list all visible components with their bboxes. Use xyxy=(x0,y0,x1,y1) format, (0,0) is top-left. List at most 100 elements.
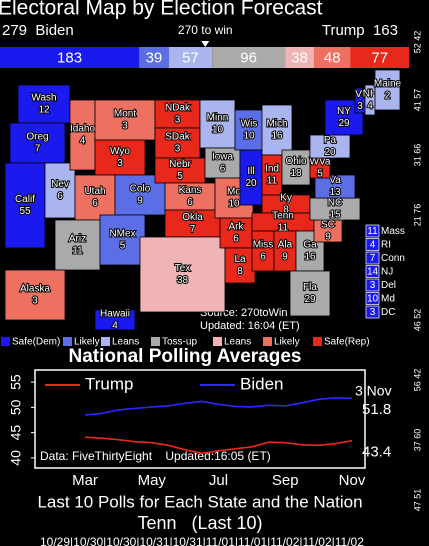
tally-segment xyxy=(168,47,213,68)
state xyxy=(154,99,201,129)
state-ev: 5 xyxy=(177,171,183,182)
state-name: Calif xyxy=(15,194,35,205)
side-label: 31 66 xyxy=(412,144,422,167)
tally-segment xyxy=(0,47,140,68)
tally-segment xyxy=(212,47,286,68)
state-ev: 6 xyxy=(57,191,63,202)
state-ev: 10 xyxy=(228,199,240,210)
legend-label: Leans xyxy=(112,337,139,348)
state-ev: 9 xyxy=(137,196,143,207)
state-ev: 7 xyxy=(190,224,196,235)
side-label: 47 51 xyxy=(412,489,422,512)
state-ev: 6 xyxy=(260,252,266,263)
state-ev: 7 xyxy=(35,144,41,155)
threshold-marker xyxy=(201,41,210,47)
poll-title: National Polling Averages xyxy=(69,346,302,367)
small-state-name: Mass xyxy=(381,226,405,237)
threshold-label: 270 to win xyxy=(178,23,233,37)
state-ev: 29 xyxy=(304,294,316,305)
small-state-name: DC xyxy=(381,307,395,318)
tally-segment xyxy=(139,47,169,68)
state-name: Hawaii xyxy=(100,309,130,320)
state xyxy=(224,247,256,284)
poll-frame xyxy=(34,369,366,469)
side-label: 52 42 xyxy=(412,31,422,54)
state xyxy=(94,99,156,141)
poll-line xyxy=(84,436,353,455)
small-state-name: NJ xyxy=(381,267,393,278)
legend-label: Safe(Rep) xyxy=(324,337,370,348)
legend-swatch xyxy=(151,337,160,346)
end-value: 43.4 xyxy=(362,444,391,461)
legend-label: Toss-up xyxy=(162,337,197,348)
state-ev: 13 xyxy=(329,187,341,198)
state-name: Okla xyxy=(182,212,203,223)
state-name: WVa xyxy=(310,157,331,168)
state xyxy=(9,122,66,164)
state xyxy=(54,219,101,271)
legend-label: Trump xyxy=(85,374,134,393)
state-name: Iowa xyxy=(212,152,234,163)
state-name: Colo xyxy=(130,184,151,195)
state-ev: 8 xyxy=(237,266,243,277)
state xyxy=(374,69,401,111)
tally-label: 39 xyxy=(146,49,163,66)
tally-label: 77 xyxy=(371,49,388,66)
state-name: Wis xyxy=(241,119,258,130)
state-name: NY xyxy=(337,106,351,117)
state xyxy=(139,236,226,313)
state-ev: 16 xyxy=(304,252,316,263)
state xyxy=(289,270,331,317)
small-state-name: Md xyxy=(381,294,395,305)
tally-label: 48 xyxy=(324,49,341,66)
state-ev: 6 xyxy=(92,198,98,209)
biden-total: 279 Biden xyxy=(2,22,74,39)
small-state-ev: 14 xyxy=(367,267,379,278)
tally-segment xyxy=(285,47,314,68)
footer-dates: 10/29|10/30|10/30|10/31|10/31|11/01|11/0… xyxy=(40,535,364,546)
small-state-box xyxy=(365,224,380,238)
tally-label: 38 xyxy=(291,49,308,66)
state xyxy=(4,269,66,321)
state xyxy=(94,139,146,176)
small-state-box xyxy=(365,265,380,278)
state-ev: 6 xyxy=(187,197,193,208)
state-name: Pa xyxy=(324,135,337,146)
state-ev: 38 xyxy=(177,275,189,286)
state-ev: 11 xyxy=(267,176,278,187)
state-ev: 6 xyxy=(220,164,226,175)
state-name: Mo xyxy=(227,187,241,198)
state-name: Ky xyxy=(280,193,292,204)
state-ev: 4 xyxy=(112,321,118,332)
state-name: Mich xyxy=(266,119,287,130)
x-tick-label: Sep xyxy=(272,472,299,489)
state-name: Wash xyxy=(31,93,56,104)
state-ev: 16 xyxy=(271,131,283,142)
state-name: NMex xyxy=(109,229,135,240)
state xyxy=(44,162,76,219)
state xyxy=(234,109,264,151)
legend-label: Leans xyxy=(224,337,251,348)
state-name: Tex xyxy=(175,263,191,274)
small-state-ev: 4 xyxy=(370,240,376,251)
state-ev: 10 xyxy=(212,125,224,136)
state xyxy=(314,174,356,199)
state-name: Nebr xyxy=(169,159,191,170)
y-tick-label: 40 xyxy=(8,450,24,466)
state-ev: 5 xyxy=(120,241,126,252)
side-label: 46 52 xyxy=(412,309,422,332)
state-ev: 29 xyxy=(338,118,350,129)
state-name: Ark xyxy=(229,222,245,233)
side-label: 41 57 xyxy=(412,89,422,112)
tally-label: 57 xyxy=(182,49,199,66)
state xyxy=(281,149,311,186)
small-state-box xyxy=(365,278,380,292)
small-state-ev: 11 xyxy=(367,226,378,237)
tally-label: 96 xyxy=(240,49,257,66)
state-name: Tenn xyxy=(272,211,294,222)
title: Electoral Map by Election Forecast xyxy=(0,0,323,20)
state-name: Maine xyxy=(374,79,402,90)
state xyxy=(199,99,236,149)
end-value: 51.8 xyxy=(362,401,391,418)
